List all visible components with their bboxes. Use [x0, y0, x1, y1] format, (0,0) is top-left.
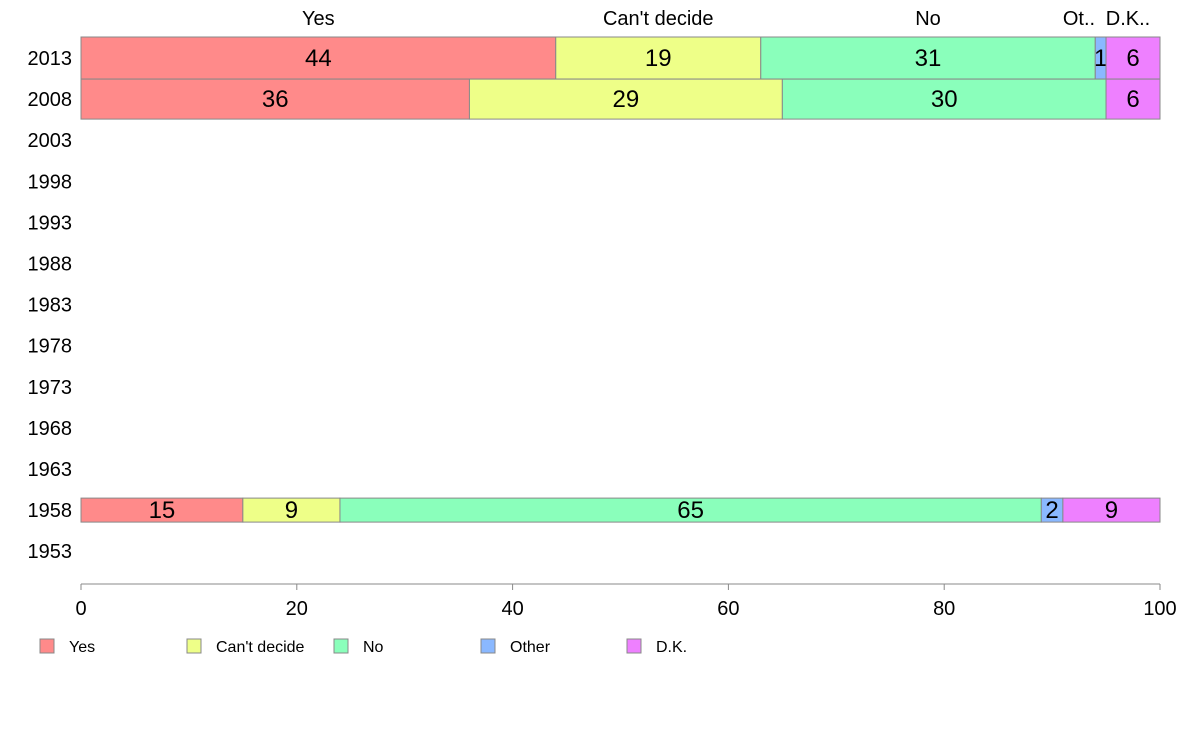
x-axis: 0 20 40 60 80 100 [75, 583, 1177, 620]
data-label-2013-yes: 44 [305, 45, 332, 72]
legend-label-2: No [363, 639, 384, 656]
bar-2008-no [781, 78, 1107, 120]
bars: 44 19 31 1 636 29 30 615 9 65 2 9 [80, 36, 1161, 524]
category-label-1978: 1978 [28, 336, 73, 358]
x-tick-label-80: 80 [933, 598, 955, 620]
x-tick-label-20: 20 [286, 598, 308, 620]
category-label-1983: 1983 [28, 295, 73, 317]
data-label-1958-yes: 15 [149, 497, 176, 524]
category-label-1963: 1963 [28, 459, 73, 481]
bar-2013-no [760, 36, 1096, 80]
data-label-1958-other: 2 [1045, 497, 1058, 524]
legend-label-1: Can't decide [216, 639, 305, 656]
data-label-2008-no: 30 [931, 86, 958, 113]
legend-swatch-3 [480, 638, 496, 654]
data-label-2008-can-t-decide: 29 [613, 86, 640, 113]
bar-2008-d-k- [1105, 78, 1161, 120]
bar-2008-yes [80, 78, 470, 120]
category-label-1953: 1953 [28, 541, 73, 563]
legend: Yes Can't decide No Other D.K. [39, 638, 687, 656]
x-tick-label-100: 100 [1143, 598, 1176, 620]
category-label-2008: 2008 [28, 89, 73, 111]
category-label-2013: 2013 [28, 48, 73, 70]
legend-swatch-1 [186, 638, 202, 654]
category-label-1973: 1973 [28, 377, 73, 399]
top-label-0: Yes [302, 8, 335, 30]
data-label-2013-other: 1 [1094, 45, 1107, 72]
data-label-1958-no: 65 [677, 497, 704, 524]
data-label-2013-no: 31 [915, 45, 942, 72]
legend-swatch-0 [39, 638, 55, 654]
bar-1958-no [339, 497, 1042, 523]
top-label-4: D.K.. [1106, 8, 1150, 30]
data-label-2013-can-t-decide: 19 [645, 45, 672, 72]
bar-2013-can-t-decide [555, 36, 762, 80]
category-label-1998: 1998 [28, 171, 73, 193]
bar-1958-yes [80, 497, 244, 523]
data-label-2008-d-k-: 6 [1126, 86, 1139, 113]
bar-1958-d-k- [1062, 497, 1161, 523]
legend-label-4: D.K. [656, 639, 687, 656]
category-label-1988: 1988 [28, 254, 73, 276]
x-tick-label-60: 60 [717, 598, 739, 620]
top-header-labels: Yes Can't decide No Ot.. D.K.. [302, 8, 1150, 30]
data-label-2008-yes: 36 [262, 86, 289, 113]
x-tick-label-0: 0 [75, 598, 86, 620]
legend-swatch-4 [626, 638, 642, 654]
bar-2008-can-t-decide [468, 78, 783, 120]
top-label-1: Can't decide [603, 8, 714, 30]
data-label-1958-d-k-: 9 [1105, 497, 1118, 524]
bar-2013-d-k- [1105, 36, 1161, 80]
category-label-1968: 1968 [28, 418, 73, 440]
top-label-3: Ot.. [1063, 8, 1095, 30]
category-label-2003: 2003 [28, 130, 73, 152]
legend-label-3: Other [510, 639, 551, 656]
data-label-2013-d-k-: 6 [1126, 45, 1139, 72]
legend-label-0: Yes [69, 639, 95, 656]
x-tick-label-40: 40 [501, 598, 523, 620]
legend-swatch-2 [333, 638, 349, 654]
category-labels: 2013 2008 2003 1998 1993 1988 1983 1978 1973 1968… [28, 48, 73, 563]
top-label-2: No [915, 8, 941, 30]
bar-1958-can-t-decide [242, 497, 341, 523]
data-label-1958-can-t-decide: 9 [285, 497, 298, 524]
category-label-1993: 1993 [28, 212, 73, 234]
bar-2013-yes [80, 36, 557, 80]
category-label-1958: 1958 [28, 500, 73, 522]
